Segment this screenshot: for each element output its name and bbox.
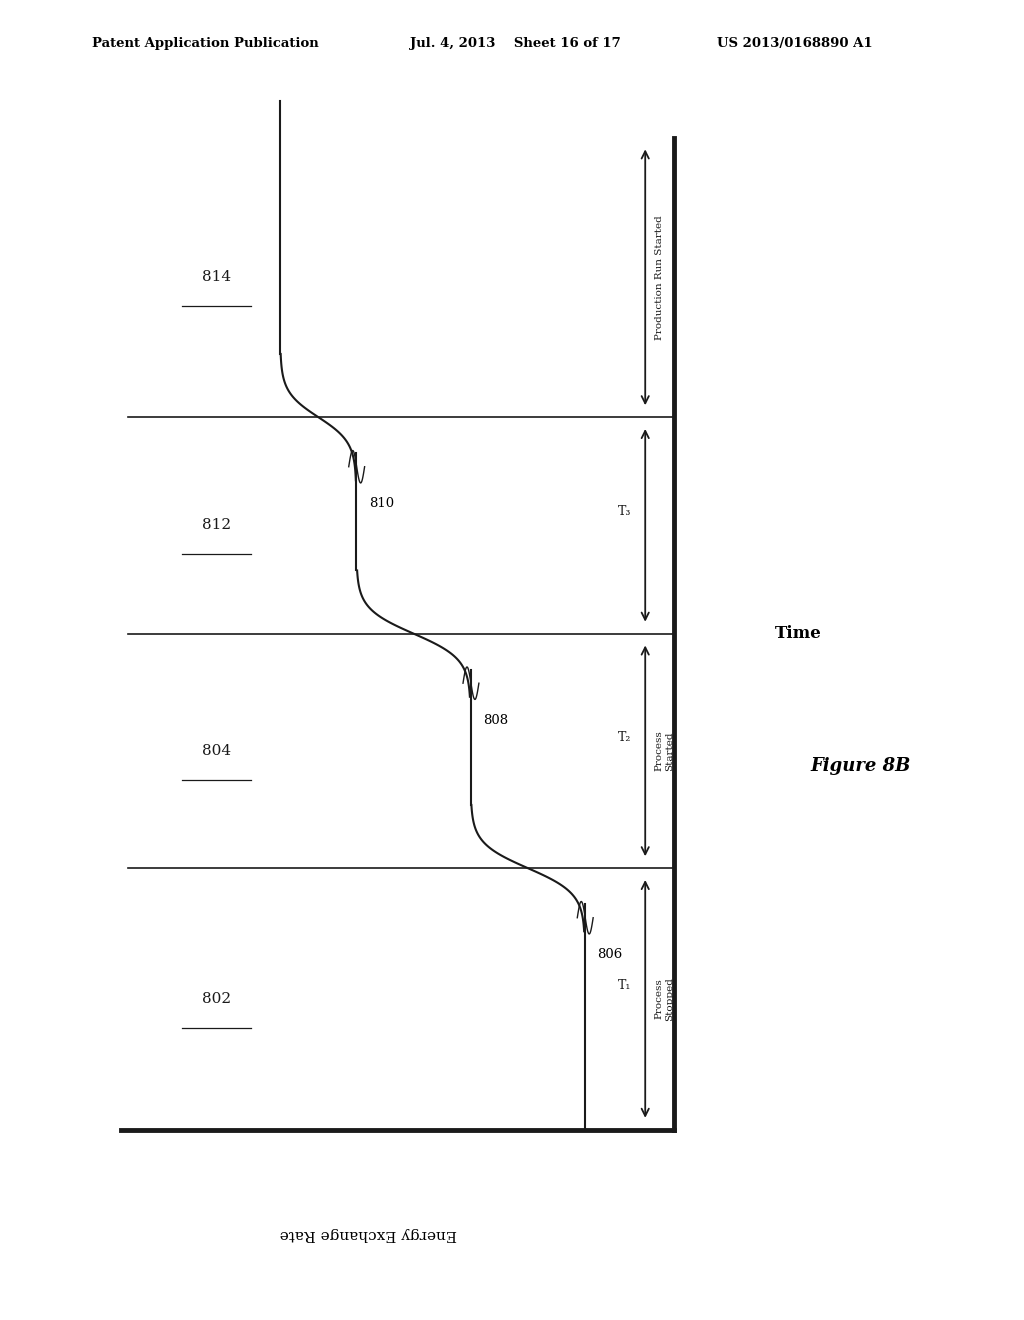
Text: T₁: T₁ bbox=[617, 979, 631, 991]
Text: Process
Stopped: Process Stopped bbox=[654, 977, 674, 1020]
Text: Patent Application Publication: Patent Application Publication bbox=[92, 37, 318, 50]
Text: Jul. 4, 2013    Sheet 16 of 17: Jul. 4, 2013 Sheet 16 of 17 bbox=[410, 37, 621, 50]
Text: Energy Exchange Rate: Energy Exchange Rate bbox=[280, 1228, 458, 1241]
Text: 808: 808 bbox=[483, 714, 509, 727]
Text: US 2013/0168890 A1: US 2013/0168890 A1 bbox=[717, 37, 872, 50]
Text: 804: 804 bbox=[202, 744, 231, 758]
Text: 812: 812 bbox=[202, 519, 231, 532]
Text: 802: 802 bbox=[202, 991, 231, 1006]
Text: 806: 806 bbox=[598, 948, 623, 961]
Text: T₃: T₃ bbox=[617, 506, 631, 519]
Text: 810: 810 bbox=[369, 498, 394, 511]
Text: T₂: T₂ bbox=[617, 731, 631, 744]
Text: Process
Started: Process Started bbox=[654, 730, 674, 771]
Text: Figure 8B: Figure 8B bbox=[810, 756, 910, 775]
Text: 814: 814 bbox=[202, 271, 231, 284]
Text: Production Run Started: Production Run Started bbox=[654, 215, 664, 339]
Text: Time: Time bbox=[775, 626, 822, 642]
